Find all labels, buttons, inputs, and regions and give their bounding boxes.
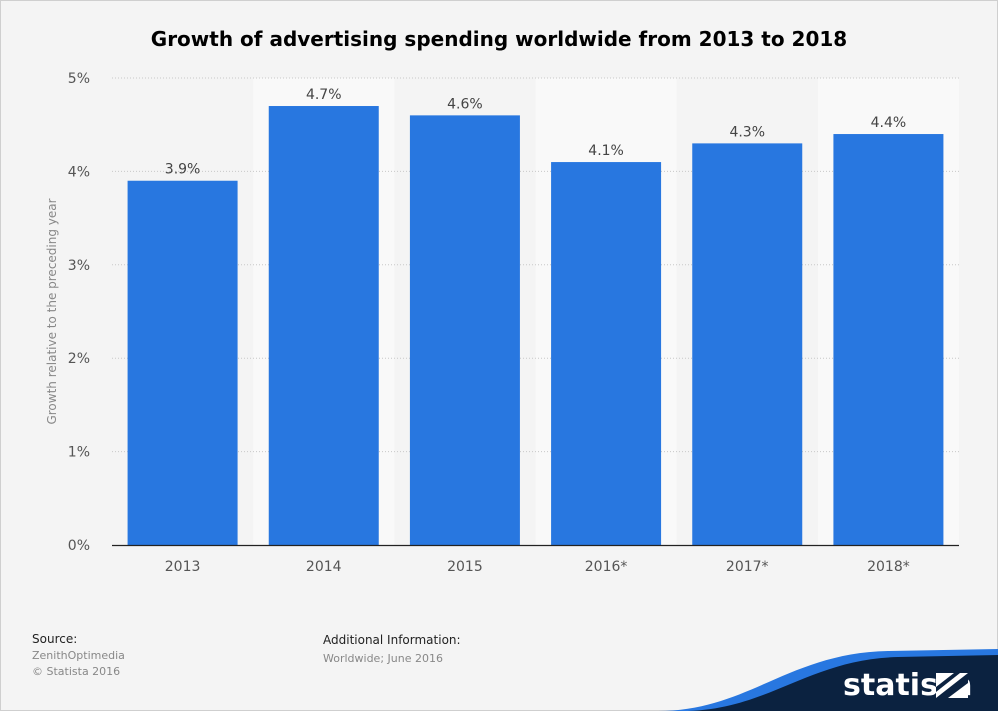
y-tick-label: 1% [68,445,90,461]
x-tick-label: 2016* [585,559,628,575]
y-tick-label: 0% [68,538,90,554]
y-tick-label: 5% [68,71,90,87]
bar-2014[interactable] [268,106,379,546]
x-tick-label: 2018* [867,559,910,575]
data-label: 3.9% [165,162,201,178]
y-tick-label: 3% [68,258,90,274]
data-label: 4.1% [588,143,624,159]
bar-2016*[interactable] [551,162,662,545]
bar-2017*[interactable] [692,143,803,545]
x-tick-label: 2015 [447,559,483,575]
x-tick-label: 2017* [726,559,769,575]
info-text: Worldwide; June 2016 [323,652,443,665]
statista-logo-icon [936,673,968,698]
bar-2015[interactable] [409,115,520,546]
x-axis-ticks: 2013 2014 2015 2016* 2017* 2018* [165,559,910,575]
x-tick-label: 2014 [306,559,342,575]
statista-logo-background [658,649,998,711]
y-axis-ticks: 0% 1% 2% 3% 4% 5% [68,71,90,554]
source-heading: Source: [32,632,78,646]
y-tick-label: 4% [68,164,90,180]
data-label: 4.3% [729,124,765,140]
gridlines [112,77,959,453]
y-axis-label: Growth relative to the preceding year [45,198,59,424]
bar-2013[interactable] [127,180,238,546]
y-tick-label: 2% [68,351,90,367]
source-line-2: © Statista 2016 [32,665,121,678]
data-label: 4.6% [447,96,483,112]
x-tick-label: 2013 [165,559,201,575]
data-label: 4.4% [871,115,907,131]
bar-2018*[interactable] [833,134,944,546]
info-heading: Additional Information: [323,633,461,647]
bars [127,106,944,546]
data-label: 4.7% [306,87,342,103]
source-line-1[interactable]: ZenithOptimedia [32,649,125,662]
chart-title: Growth of advertising spending worldwide… [150,27,848,51]
value-labels: 3.9% 4.7% 4.6% 4.1% 4.3% 4.4% [165,87,906,178]
